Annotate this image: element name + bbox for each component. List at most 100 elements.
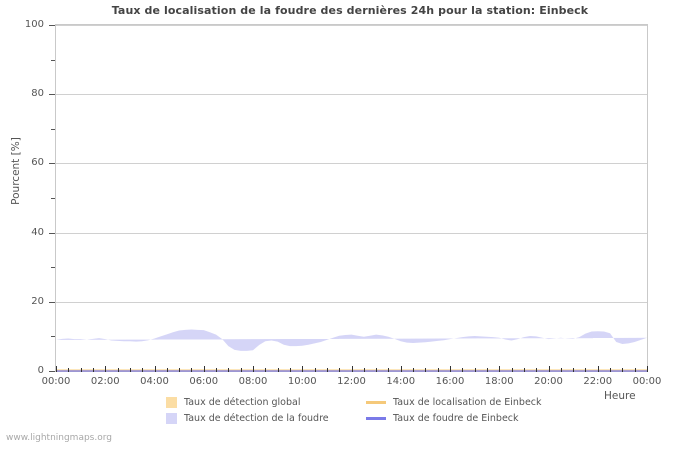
x-tick-label: 00:00	[632, 376, 662, 387]
x-tick-minor	[560, 368, 562, 372]
x-tick-label: 06:00	[189, 376, 219, 387]
x-tick-minor	[179, 368, 181, 372]
y-tick	[49, 25, 55, 26]
x-tick-minor	[413, 368, 415, 372]
y-tick-label: 0	[37, 365, 44, 376]
x-tick-minor	[536, 368, 538, 372]
x-tick-label: 10:00	[287, 376, 317, 387]
x-tick-minor	[92, 368, 94, 372]
x-tick-minor	[142, 368, 144, 372]
x-tick-minor	[486, 368, 488, 372]
y-tick-label: 80	[31, 88, 44, 100]
x-tick-minor	[462, 368, 464, 372]
x-tick	[154, 366, 156, 372]
x-tick-minor	[191, 368, 193, 372]
x-tick-minor	[363, 368, 365, 372]
x-tick-minor	[240, 368, 242, 372]
legend-line-icon	[366, 416, 386, 420]
legend-label: Taux de détection global	[184, 396, 301, 408]
y-tick-label: 100	[24, 19, 44, 30]
x-tick	[253, 366, 254, 372]
x-tick-minor	[228, 368, 230, 372]
x-tick	[302, 366, 304, 372]
x-tick-minor	[610, 368, 612, 372]
x-tick-minor	[634, 368, 636, 372]
x-tick	[351, 366, 353, 372]
x-tick	[450, 366, 451, 372]
legend-entry[interactable]: Taux de localisation de Einbeck	[366, 397, 636, 408]
x-tick	[548, 366, 550, 372]
gridline	[56, 301, 647, 303]
x-axis-title: Heure	[604, 390, 636, 402]
chart-legend: Taux de détection global Taux de localisa…	[166, 394, 636, 426]
gridline	[56, 232, 647, 234]
y-tick-minor	[51, 267, 55, 269]
legend-entry[interactable]: Taux de détection de la foudre	[166, 412, 366, 424]
gridline	[56, 94, 647, 96]
y-tick	[49, 232, 55, 234]
x-tick-minor	[573, 368, 575, 372]
x-tick	[203, 366, 205, 372]
y-tick	[49, 301, 55, 303]
plot-area	[55, 24, 648, 372]
x-tick-minor	[388, 368, 390, 372]
legend-entry[interactable]: Taux de foudre de Einbeck	[366, 413, 636, 424]
x-tick-label: 08:00	[238, 376, 268, 387]
gridline	[56, 25, 647, 26]
chart-title: Taux de localisation de la foudre des de…	[111, 4, 589, 17]
x-tick	[105, 366, 107, 372]
x-tick	[647, 366, 648, 372]
y-tick	[49, 371, 55, 372]
x-tick-minor	[289, 368, 291, 372]
x-tick	[400, 366, 402, 372]
legend-swatch-icon	[166, 396, 177, 408]
legend-label: Taux de localisation de Einbeck	[393, 396, 542, 408]
watermark: www.lightningmaps.org	[6, 433, 112, 443]
y-tick-label: 40	[31, 226, 44, 238]
x-tick	[499, 366, 501, 372]
x-tick-minor	[474, 368, 476, 372]
legend-label: Taux de détection de la foudre	[184, 412, 329, 424]
x-tick	[597, 366, 599, 372]
y-tick-label: 60	[31, 157, 44, 169]
y-tick	[49, 94, 55, 96]
x-tick-label: 16:00	[435, 376, 465, 387]
x-tick-minor	[277, 368, 279, 372]
x-tick-minor	[376, 368, 378, 372]
x-tick-minor	[166, 368, 168, 372]
legend-entry[interactable]: Taux de détection global	[166, 396, 366, 408]
x-tick-minor	[339, 368, 341, 372]
x-tick-minor	[117, 368, 119, 372]
x-tick-minor	[314, 368, 316, 372]
series-area	[56, 329, 647, 351]
y-tick-minor	[51, 198, 55, 199]
x-tick-minor	[129, 368, 131, 372]
legend-line-icon	[366, 400, 386, 404]
x-tick-minor	[523, 368, 525, 372]
y-tick-minor	[51, 59, 55, 61]
x-tick-label: 12:00	[337, 376, 366, 387]
gridline	[56, 163, 647, 165]
y-axis-title: Pourcent [%]	[10, 137, 22, 205]
x-tick-label: 02:00	[90, 376, 120, 387]
y-tick-label: 20	[31, 295, 44, 307]
x-tick-minor	[80, 368, 82, 372]
x-tick-label: 18:00	[484, 376, 514, 387]
x-tick-minor	[425, 368, 427, 372]
x-tick-label: 14:00	[386, 376, 416, 387]
x-tick-minor	[68, 368, 70, 372]
legend-label: Taux de foudre de Einbeck	[393, 412, 519, 424]
x-tick-minor	[511, 368, 513, 372]
x-tick-minor	[265, 368, 267, 372]
series-layer	[56, 329, 647, 372]
x-tick	[56, 366, 57, 372]
x-tick-minor	[437, 368, 439, 372]
y-tick-minor	[51, 128, 55, 130]
x-tick-minor	[326, 368, 328, 372]
x-tick-minor	[216, 368, 218, 372]
x-tick-label: 20:00	[534, 376, 563, 387]
y-tick	[49, 163, 55, 165]
x-tick-label: 22:00	[583, 376, 613, 387]
legend-swatch-icon	[166, 412, 177, 424]
